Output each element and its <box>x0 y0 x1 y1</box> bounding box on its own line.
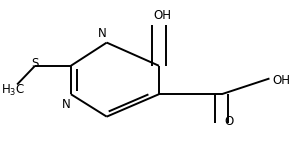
Text: O: O <box>224 115 234 128</box>
Text: OH: OH <box>272 74 290 87</box>
Text: N: N <box>62 98 71 111</box>
Text: H$_3$C: H$_3$C <box>1 83 26 98</box>
Text: S: S <box>31 57 39 70</box>
Text: OH: OH <box>153 9 171 22</box>
Text: N: N <box>98 27 106 40</box>
